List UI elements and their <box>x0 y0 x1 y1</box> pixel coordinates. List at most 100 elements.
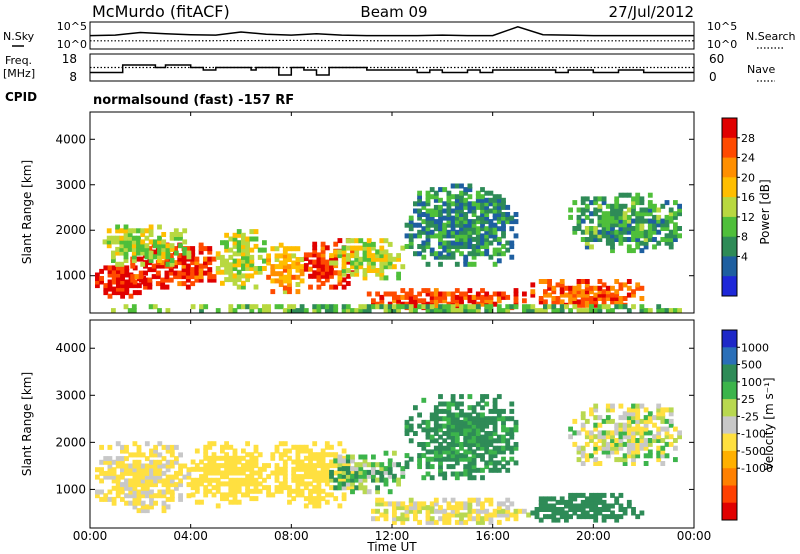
velocity-cell <box>153 444 158 450</box>
velocity-cell <box>572 492 578 498</box>
velocity-cell <box>568 426 573 432</box>
power-cell <box>484 291 490 297</box>
velocity-cell <box>450 434 456 440</box>
velocity-cell <box>165 459 171 465</box>
power-cell <box>601 229 607 235</box>
power-cell <box>123 304 129 310</box>
velocity-cell <box>169 478 175 484</box>
power-cell <box>287 304 292 310</box>
power-cell <box>131 254 137 260</box>
velocity-cell <box>656 445 662 451</box>
velocity-cell <box>639 438 645 443</box>
velocity-cell <box>534 510 540 516</box>
power-cell <box>190 281 196 287</box>
power-cell <box>303 263 309 269</box>
power-cell <box>555 308 561 314</box>
power-cell <box>320 245 326 251</box>
power-cell <box>164 284 170 290</box>
velocity-cell <box>433 456 439 462</box>
power-cell <box>601 296 607 301</box>
velocity-cell <box>199 459 204 465</box>
power-cell <box>492 204 498 210</box>
velocity-cell <box>467 456 473 462</box>
power-cell <box>652 229 657 235</box>
power-cell <box>660 226 666 231</box>
velocity-cell <box>161 444 167 450</box>
velocity-cell <box>538 507 544 512</box>
velocity-cell <box>103 456 109 462</box>
power-cell <box>111 272 117 278</box>
velocity-cell <box>400 473 406 479</box>
power-cell <box>635 285 641 291</box>
velocity-cell <box>153 478 158 484</box>
power-cell <box>249 254 255 260</box>
power-cell <box>450 201 456 207</box>
velocity-cell <box>345 485 351 491</box>
velocity-cell <box>236 470 242 476</box>
velocity-cell <box>576 514 582 520</box>
velocity-cell <box>362 485 368 491</box>
velocity-cell <box>660 453 666 459</box>
power-cell <box>446 240 452 246</box>
velocity-cell <box>438 434 443 440</box>
power-cell <box>245 258 250 264</box>
velocity-cell <box>450 471 456 477</box>
velocity-cell <box>605 434 611 440</box>
power-cell <box>446 212 452 217</box>
power-cell <box>446 208 452 214</box>
velocity-cell <box>593 514 599 520</box>
power-cell <box>220 262 225 268</box>
power-cell <box>543 304 548 310</box>
velocity-cell <box>228 488 234 494</box>
power-cell <box>417 304 422 310</box>
velocity-cell <box>333 470 339 476</box>
velocity-cell <box>488 501 494 507</box>
power-cell <box>450 244 456 249</box>
velocity-cell <box>639 403 645 409</box>
power-cell <box>463 261 469 267</box>
power-cell <box>103 290 109 296</box>
cpid-label: CPID <box>5 90 37 104</box>
power-cell <box>656 207 662 213</box>
velocity-cell <box>345 458 351 464</box>
velocity-cell <box>366 469 372 475</box>
velocity-cell <box>438 442 443 447</box>
power-cell <box>371 241 376 247</box>
velocity-cell <box>496 434 502 440</box>
power-cell <box>312 263 318 269</box>
power-cell <box>429 251 435 257</box>
power-cell <box>601 292 607 298</box>
power-cell <box>350 245 355 251</box>
velocity-cell <box>564 514 569 520</box>
power-cell <box>266 308 271 314</box>
power-cell <box>241 262 246 268</box>
velocity-cell <box>211 455 217 461</box>
power-cell <box>593 296 599 301</box>
power-cell <box>95 279 100 285</box>
velocity-cell <box>433 438 439 444</box>
velocity-cell <box>308 452 313 458</box>
velocity-cell <box>354 462 360 468</box>
velocity-cell <box>111 500 117 506</box>
velocity-cell <box>136 448 142 454</box>
power-cell <box>484 251 490 257</box>
power-cell <box>387 308 393 314</box>
power-cell <box>312 304 318 310</box>
power-cell <box>488 201 494 207</box>
power-cell <box>484 197 490 203</box>
power-cell <box>429 304 435 310</box>
power-cell <box>589 229 594 235</box>
velocity-cell <box>656 438 662 443</box>
power-cell <box>198 270 204 276</box>
power-cell <box>614 229 620 235</box>
velocity-cell <box>467 505 473 511</box>
velocity-cell <box>446 445 452 451</box>
power-cell <box>185 267 191 273</box>
power-cell <box>128 283 134 289</box>
power-cell <box>639 207 645 213</box>
power-cell <box>580 289 586 295</box>
velocity-cell <box>120 459 125 465</box>
power-cell <box>480 301 485 307</box>
velocity-cell <box>593 507 599 512</box>
power-cell <box>366 241 372 247</box>
